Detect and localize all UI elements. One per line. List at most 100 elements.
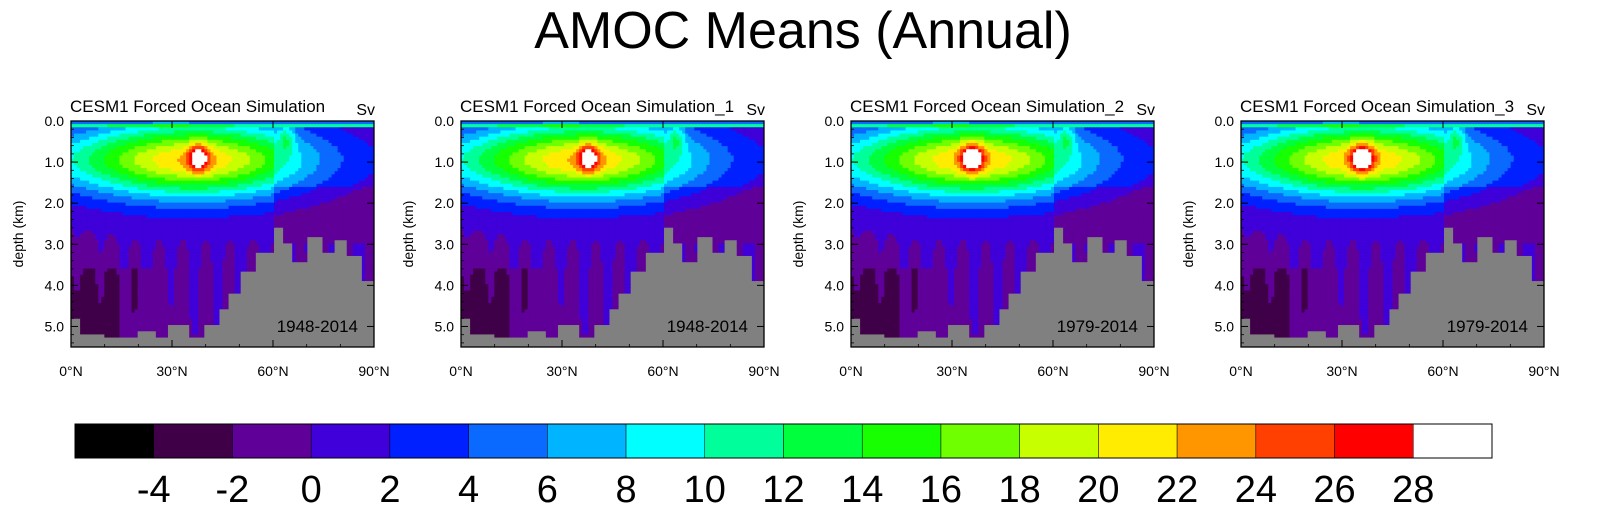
field-cell [131, 271, 136, 276]
field-cell [352, 130, 357, 135]
field-cell [316, 161, 321, 166]
field-cell [158, 180, 163, 185]
field-cell [358, 124, 363, 128]
field-cell [340, 177, 345, 182]
field-cell [313, 268, 318, 273]
field-cell [310, 221, 314, 226]
field-cell [125, 205, 130, 210]
field-cell [86, 164, 90, 169]
field-cell [186, 171, 190, 175]
field-cell [98, 259, 102, 263]
field-cell [355, 136, 360, 141]
field-cell [346, 158, 351, 163]
field-cell [328, 205, 333, 210]
field-cell [264, 146, 269, 150]
field-cell [210, 155, 215, 160]
field-cell [307, 171, 311, 175]
field-cell [280, 139, 284, 144]
field-cell [92, 127, 96, 132]
field-cell [240, 212, 245, 216]
field-cell [174, 265, 178, 270]
field-cell [107, 230, 111, 235]
field-cell [358, 121, 363, 125]
field-cell [237, 249, 242, 254]
field-cell [322, 155, 327, 160]
field-cell [240, 196, 245, 201]
field-cell [125, 252, 130, 257]
field-cell [277, 171, 281, 175]
field-cell [140, 240, 145, 245]
field-cell [174, 124, 178, 128]
field-cell [322, 259, 327, 263]
field-cell [222, 249, 227, 254]
field-cell [280, 174, 284, 179]
field-cell [213, 224, 218, 229]
field-cell [80, 196, 84, 201]
field-cell [307, 274, 311, 279]
field-cell [219, 259, 224, 263]
field-cell [146, 262, 151, 266]
field-cell [195, 246, 199, 251]
field-cell [198, 240, 202, 245]
field-cell [313, 218, 318, 223]
field-cell [225, 146, 230, 150]
field-cell [280, 218, 284, 223]
field-cell [207, 224, 211, 229]
field-cell [367, 196, 372, 201]
field-cell [219, 268, 224, 273]
field-cell [361, 171, 366, 175]
field-cell [252, 234, 257, 238]
field-cell [131, 130, 136, 135]
field-cell [246, 124, 251, 128]
field-cell [155, 202, 160, 207]
field-cell [83, 246, 87, 251]
field-cell [240, 124, 245, 128]
field-cell [204, 208, 208, 213]
field-cell [189, 212, 193, 216]
field-cell [361, 262, 366, 266]
field-cell [74, 190, 78, 194]
field-cell [158, 190, 163, 194]
field-cell [95, 199, 99, 204]
field-cell [352, 262, 357, 266]
field-cell [295, 240, 299, 245]
field-cell [361, 237, 366, 241]
field-cell [192, 193, 196, 197]
field-cell [267, 124, 272, 128]
field-cell [222, 237, 227, 241]
field-cell [207, 164, 211, 169]
field-cell [270, 221, 275, 226]
field-cell [158, 130, 163, 135]
field-cell [122, 190, 127, 194]
field-cell [80, 218, 84, 223]
field-cell [143, 168, 148, 172]
field-cell [322, 164, 327, 169]
field-cell [298, 237, 302, 241]
field-cell [270, 218, 275, 223]
field-cell [349, 146, 354, 150]
field-cell [122, 193, 127, 197]
field-cell [180, 190, 184, 194]
field-cell [237, 202, 242, 207]
field-cell [255, 274, 260, 279]
field-cell [295, 199, 299, 204]
field-cell [274, 183, 278, 188]
field-cell [177, 139, 181, 144]
field-cell [255, 249, 260, 254]
field-cell [337, 121, 342, 125]
field-cell [346, 161, 351, 166]
field-cell [289, 149, 293, 153]
field-cell [92, 271, 96, 276]
field-cell [237, 218, 242, 223]
field-cell [164, 146, 169, 150]
field-cell [183, 133, 187, 138]
field-cell [228, 190, 233, 194]
field-cell [313, 252, 318, 257]
field-cell [164, 121, 169, 125]
field-cell [231, 124, 236, 128]
field-cell [77, 171, 81, 175]
field-cell [328, 177, 333, 182]
field-cell [119, 268, 124, 273]
field-cell [86, 252, 90, 257]
field-cell [134, 215, 139, 219]
